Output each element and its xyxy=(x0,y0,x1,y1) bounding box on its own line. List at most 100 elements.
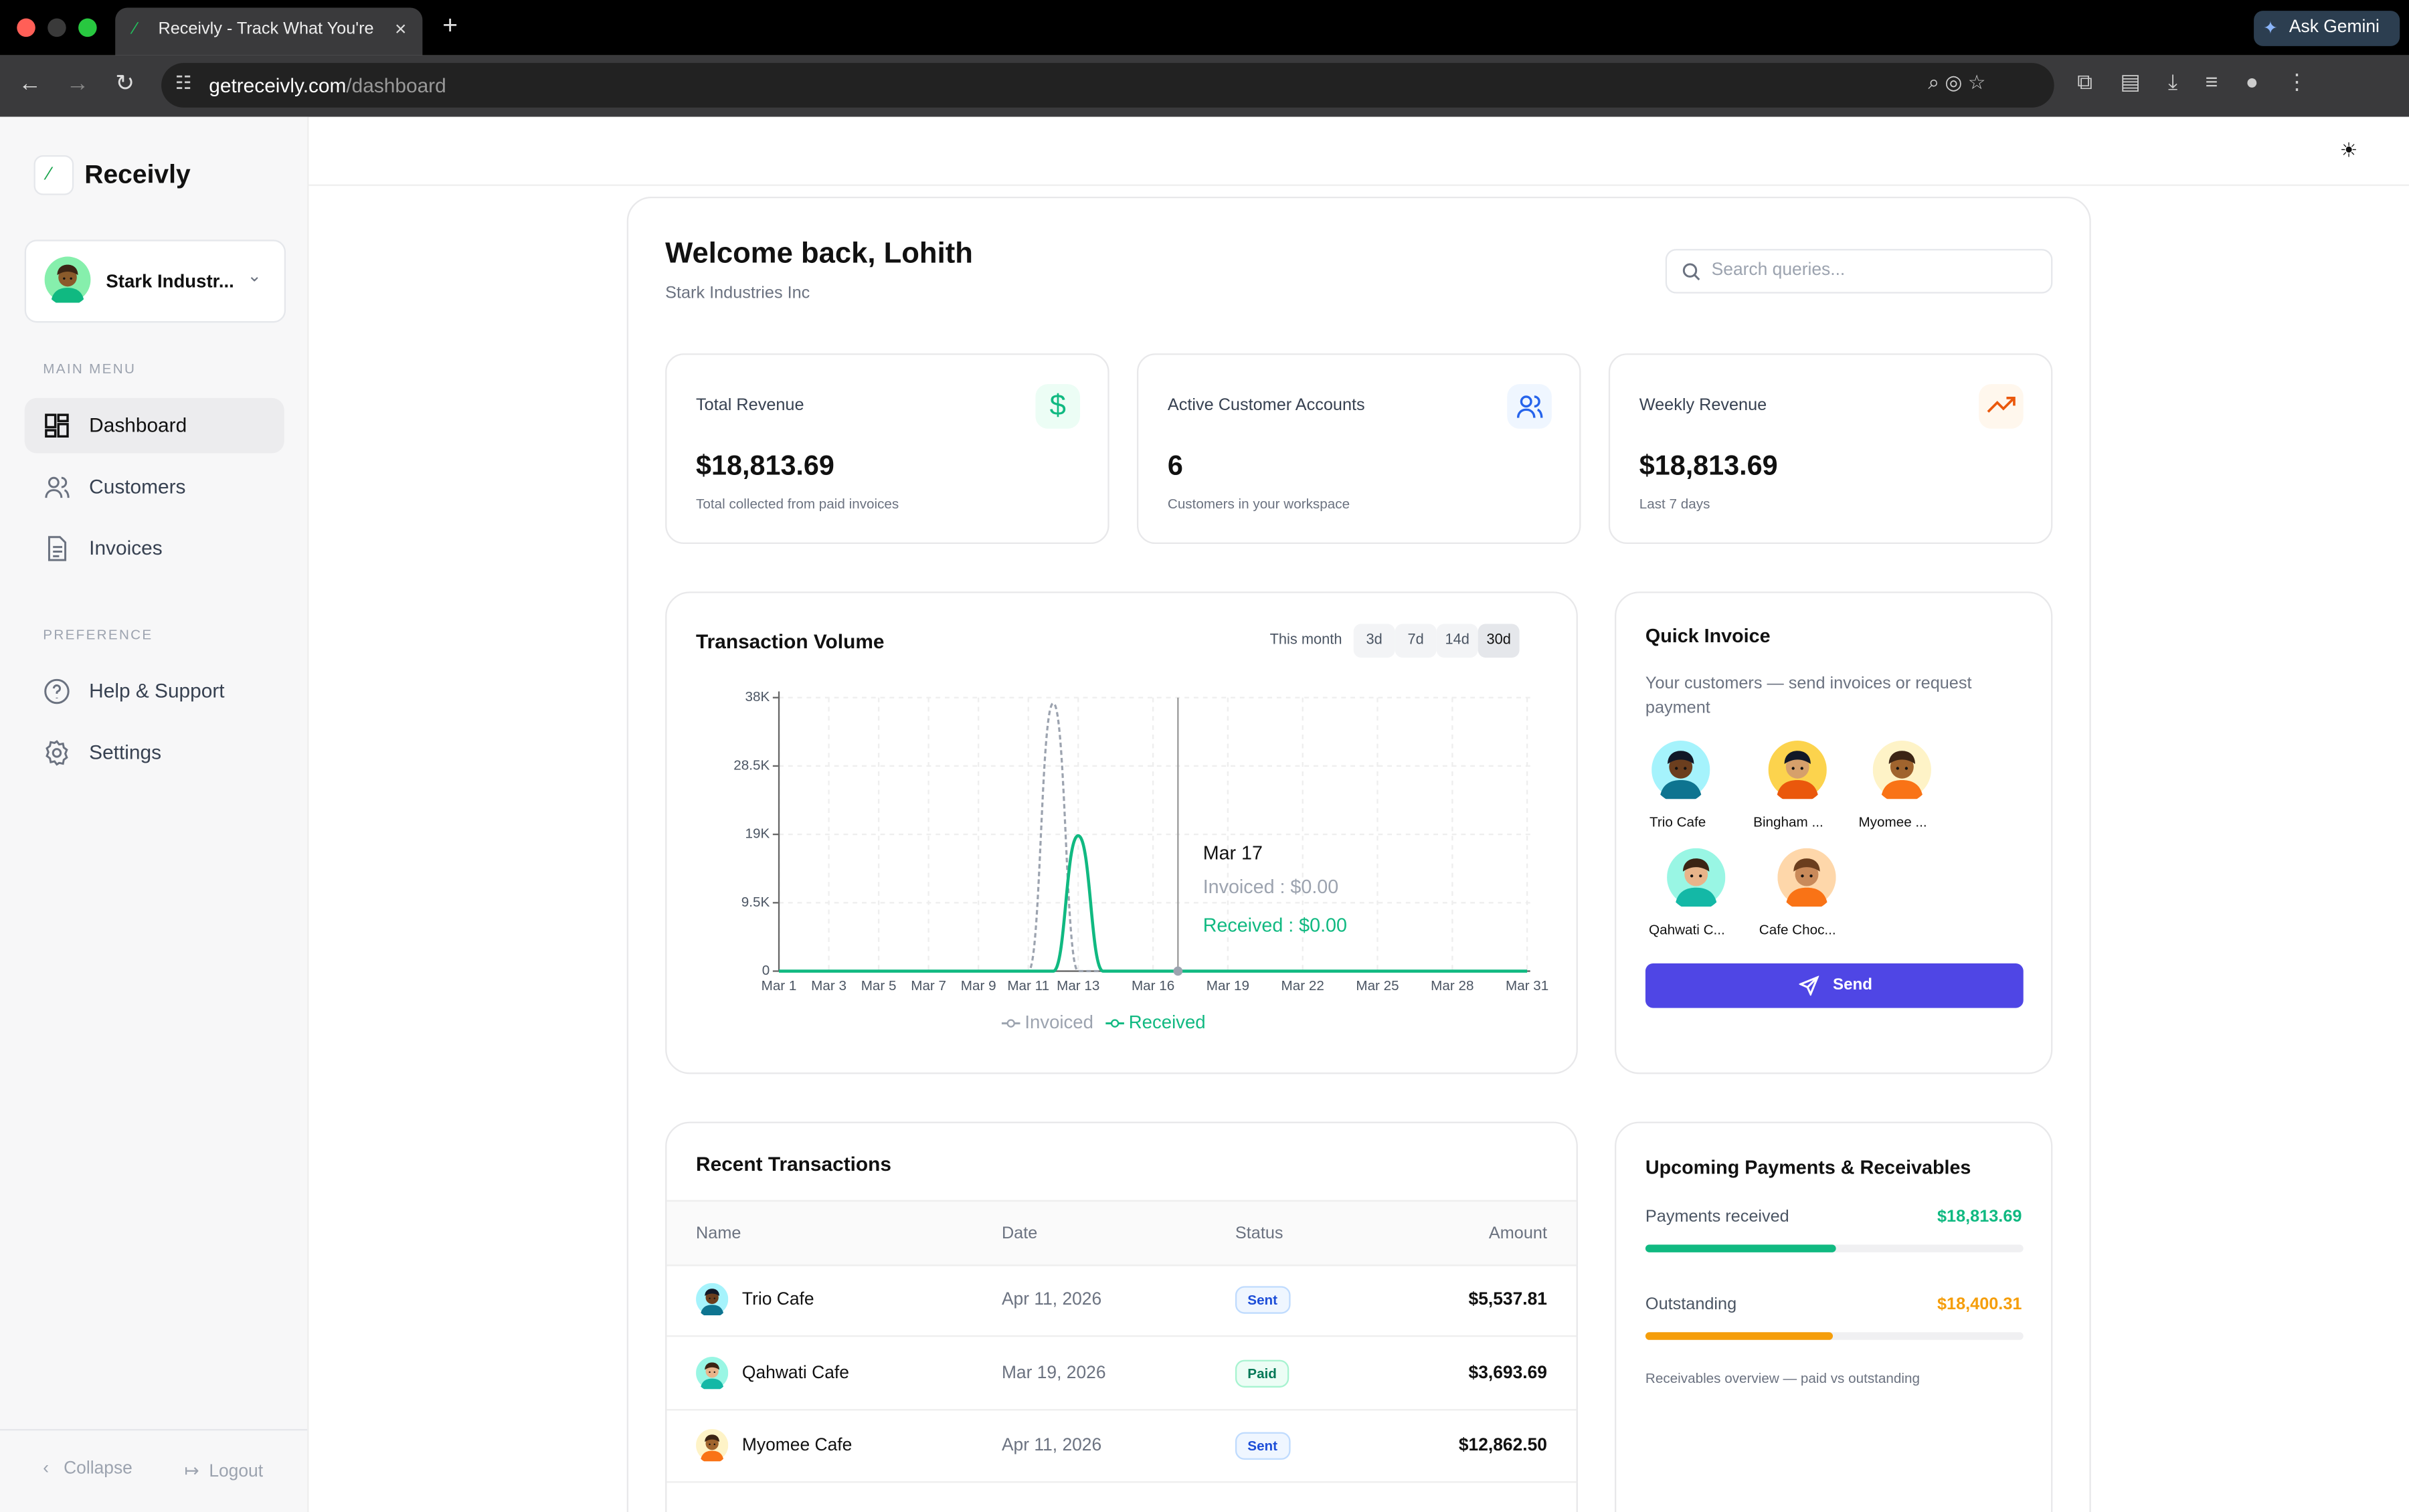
upcoming-amount: $18,400.31 xyxy=(1937,1295,2022,1314)
quick-invoice-title: Quick Invoice xyxy=(1645,625,1771,647)
search-placeholder: Search queries... xyxy=(1711,261,1846,280)
forward[interactable]: → xyxy=(66,70,90,97)
date: Apr 11, 2026 xyxy=(1001,1291,1102,1309)
y-tick-label: 28.5K xyxy=(733,757,770,773)
avatar xyxy=(44,256,91,310)
amount: $12,862.50 xyxy=(1458,1436,1547,1456)
x-tick-label: Mar 13 xyxy=(1057,978,1099,994)
upcoming-title: Upcoming Payments & Receivables xyxy=(1645,1157,1971,1179)
url-domain: getreceivly.com xyxy=(209,74,347,97)
new-tab[interactable]: + xyxy=(442,11,458,40)
stat-card: Active Customer Accounts 6 Customers in … xyxy=(1136,353,1581,545)
customer-avatar[interactable]: Myomee ... xyxy=(1847,741,1939,833)
reload[interactable]: ↻ xyxy=(115,70,135,97)
row-divider xyxy=(666,1335,1577,1337)
range-option[interactable]: This month xyxy=(1269,631,1342,649)
quick-invoice-card: Quick Invoice Your customers — send invo… xyxy=(1615,591,2053,1074)
nav-customers[interactable]: Customers xyxy=(25,460,284,515)
x-tick-label: Mar 28 xyxy=(1431,978,1474,994)
range-option[interactable]: 7d xyxy=(1395,624,1437,658)
range-option[interactable]: 3d xyxy=(1353,624,1395,658)
stat-note: Last 7 days xyxy=(1639,496,1710,512)
nav-settings[interactable]: Settings xyxy=(25,725,284,781)
series-line xyxy=(779,834,1528,973)
theme-toggle[interactable]: ☀ xyxy=(2339,138,2358,162)
x-tick-label: Mar 22 xyxy=(1281,978,1324,994)
logout-label: Logout xyxy=(209,1462,264,1482)
workspace-switcher[interactable]: Stark Industr... ⌄ xyxy=(24,240,286,323)
legend-swatch-dot xyxy=(1006,1019,1015,1028)
avatar xyxy=(1864,741,1939,807)
date: Apr 11, 2026 xyxy=(1001,1436,1102,1456)
upcoming-card: Upcoming Payments & Receivables Receivab… xyxy=(1615,1121,2053,1512)
minimize-window[interactable] xyxy=(48,18,66,37)
back[interactable]: ← xyxy=(18,70,41,97)
customer-avatar[interactable]: Bingham ... xyxy=(1743,741,1835,833)
send-button[interactable]: Send xyxy=(1645,963,2024,1008)
nav-invoices[interactable]: Invoices xyxy=(25,521,284,577)
collapse-label: Collapse xyxy=(64,1459,132,1479)
ask-gemini-label: Ask Gemini xyxy=(2289,18,2380,37)
avatar xyxy=(696,1428,729,1469)
avatar xyxy=(696,1283,729,1323)
customer-avatar[interactable]: Qahwati C... xyxy=(1641,848,1733,941)
nav-dashboard[interactable]: Dashboard xyxy=(24,397,284,454)
legend-swatch-dot xyxy=(1110,1019,1120,1028)
customer-avatar[interactable]: Trio Cafe xyxy=(1644,741,1712,833)
nav-label: Dashboard xyxy=(89,413,187,437)
quick-invoice-description: Your customers — send invoices or reques… xyxy=(1645,674,1972,718)
avatar xyxy=(696,1355,729,1396)
x-tick-label: Mar 1 xyxy=(762,978,797,994)
range-option[interactable]: 30d xyxy=(1478,624,1520,658)
progress-track xyxy=(1645,1332,2024,1340)
nav-help[interactable]: Help & Support xyxy=(25,664,284,719)
transactions-title: Recent Transactions xyxy=(696,1152,891,1176)
row-divider xyxy=(666,1408,1577,1410)
range-option[interactable]: 14d xyxy=(1436,624,1478,658)
amount: $3,693.69 xyxy=(1468,1363,1547,1382)
avatar xyxy=(1769,848,1844,915)
welcome-title: Welcome back, Lohith xyxy=(665,238,973,271)
url-path: /dashboard xyxy=(346,74,446,97)
x-tick-label: Mar 11 xyxy=(1007,978,1049,994)
amount: $5,537.81 xyxy=(1468,1291,1547,1309)
stat-value: 6 xyxy=(1167,450,1183,481)
legend-label: Invoiced xyxy=(1024,1012,1093,1032)
tooltip-line: Received : $0.00 xyxy=(1203,915,1347,937)
maximize-window[interactable] xyxy=(78,18,97,37)
browser-actions[interactable]: ⧉▤⤓≡●⋮ xyxy=(2077,69,2335,94)
tab-title: Receivly - Track What You're xyxy=(158,19,374,39)
customer-avatar[interactable]: Cafe Choc... xyxy=(1751,848,1844,941)
nav-label: Invoices xyxy=(89,536,163,560)
section-label: MAIN MENU xyxy=(43,361,137,377)
tooltip-line: Invoiced : $0.00 xyxy=(1203,876,1339,898)
active-tab[interactable]: ∕ Receivly - Track What You're × xyxy=(115,7,423,56)
customer-name: Myomee Cafe xyxy=(741,1436,853,1456)
stat-label: Active Customer Accounts xyxy=(1167,396,1365,415)
upcoming-footnote: Receivables overview — paid vs outstandi… xyxy=(1645,1370,1920,1386)
search-box[interactable]: Search queries... xyxy=(1665,249,2053,294)
close-tab[interactable]: × xyxy=(395,17,407,40)
logo: ∕ xyxy=(33,155,74,195)
collapse[interactable]: ‹ Collapse xyxy=(43,1459,132,1479)
nav-label: Settings xyxy=(89,741,162,764)
avatar xyxy=(1649,741,1712,807)
x-tick-label: Mar 9 xyxy=(961,978,996,994)
ask-gemini[interactable]: ✦ Ask Gemini xyxy=(2254,11,2400,46)
nav-label: Help & Support xyxy=(89,679,225,702)
customer-name: Myomee ... xyxy=(1858,814,1927,830)
logout[interactable]: ↦ Logout xyxy=(184,1462,264,1482)
avatar xyxy=(1759,741,1835,807)
address-bar[interactable]: ☷ getreceivly.com/dashboard ⌕ ◎ ☆ xyxy=(161,63,2054,108)
row-divider xyxy=(666,1481,1577,1483)
stat-card: Weekly Revenue $18,813.69 Last 7 days xyxy=(1608,353,2053,545)
tooltip-title: Mar 17 xyxy=(1203,843,1263,864)
y-tick-label: 9.5K xyxy=(741,894,770,910)
status-badge: Sent xyxy=(1235,1432,1290,1460)
nav-label: Customers xyxy=(89,474,186,498)
close-window[interactable] xyxy=(17,18,35,37)
x-tick-label: Mar 3 xyxy=(811,978,846,994)
column-header: Date xyxy=(1001,1224,1038,1244)
